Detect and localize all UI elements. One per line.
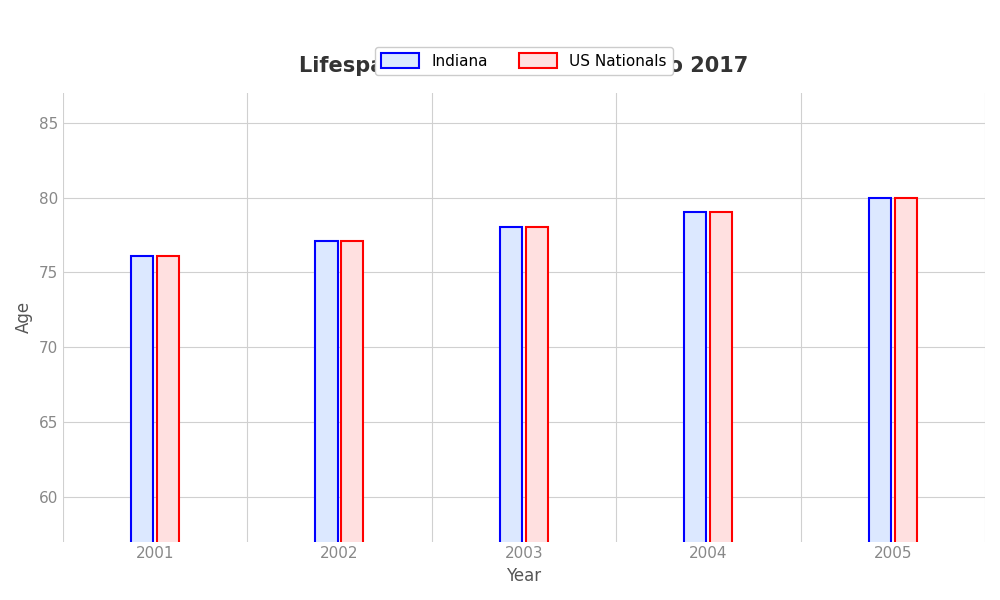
- Bar: [500, 227, 522, 600]
- Bar: [684, 212, 706, 600]
- Bar: [341, 241, 363, 600]
- Bar: [710, 212, 732, 600]
- Bar: [895, 197, 917, 600]
- Bar: [131, 256, 153, 600]
- Legend: Indiana, US Nationals: Indiana, US Nationals: [375, 47, 673, 75]
- Title: Lifespan in Indiana from 1979 to 2017: Lifespan in Indiana from 1979 to 2017: [299, 56, 749, 76]
- Y-axis label: Age: Age: [15, 301, 33, 333]
- Bar: [526, 227, 548, 600]
- Bar: [157, 256, 179, 600]
- Bar: [315, 241, 338, 600]
- Bar: [869, 197, 891, 600]
- X-axis label: Year: Year: [506, 567, 541, 585]
